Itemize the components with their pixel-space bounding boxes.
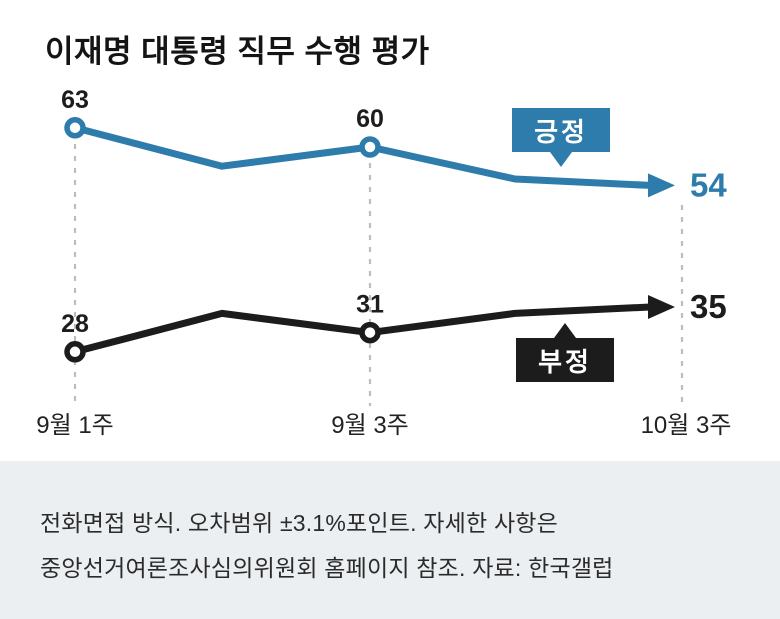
chart-title: 이재명 대통령 직무 수행 평가 — [45, 34, 430, 69]
point-value-label: 63 — [61, 86, 89, 114]
arrow-up-pointer-icon — [554, 323, 576, 338]
legend-negative-label: 부정 — [538, 346, 592, 377]
x-tick-label: 9월 3주 — [331, 412, 409, 439]
arrowhead-icon — [648, 173, 675, 198]
point-marker — [359, 136, 381, 158]
point-marker — [359, 321, 381, 344]
point-value-label: 31 — [356, 291, 384, 319]
end-value-label: 54 — [690, 166, 727, 203]
footnote: 전화면접 방식. 오차범위 ±3.1%포인트. 자세한 사항은 중앙선거여론조사… — [0, 461, 780, 619]
point-value-label: 28 — [61, 310, 89, 338]
point-value-label: 60 — [356, 105, 384, 133]
x-tick-label: 10월 3주 — [641, 412, 732, 439]
line-chart-svg: 9월 1주 9월 3주 10월 3주 63 60 54 28 31 35 — [36, 86, 732, 439]
footnote-line2: 중앙선거여론조사심의위원회 홈페이지 참조. 자료: 한국갤럽 — [40, 555, 614, 581]
legend-negative: 부정 — [516, 323, 614, 382]
arrow-down-pointer-icon — [550, 152, 572, 167]
legend-positive-label: 긍정 — [534, 116, 588, 147]
arrowhead-icon — [648, 295, 675, 319]
x-tick-label: 9월 1주 — [36, 412, 114, 439]
legend-positive: 긍정 — [512, 108, 610, 167]
end-value-label: 35 — [690, 288, 727, 325]
point-marker — [64, 341, 86, 363]
footnote-line1: 전화면접 방식. 오차범위 ±3.1%포인트. 자세한 사항은 — [40, 510, 559, 536]
point-marker — [64, 117, 86, 139]
